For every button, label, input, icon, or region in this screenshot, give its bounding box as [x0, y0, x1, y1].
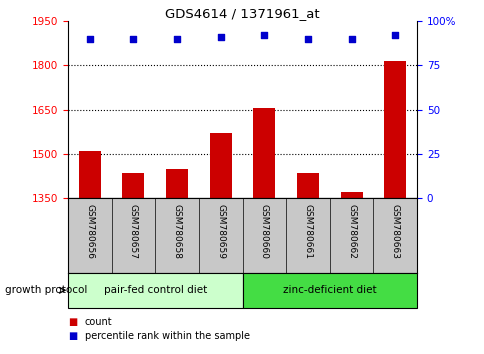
Point: [260, 33, 268, 38]
Text: ■: ■: [68, 331, 77, 341]
Text: GSM780660: GSM780660: [259, 204, 268, 259]
Title: GDS4614 / 1371961_at: GDS4614 / 1371961_at: [165, 7, 319, 20]
Text: zinc-deficient diet: zinc-deficient diet: [282, 285, 376, 295]
Point: [129, 36, 137, 42]
Point: [216, 34, 224, 40]
Text: GSM780658: GSM780658: [172, 204, 181, 259]
Text: GSM780659: GSM780659: [216, 204, 225, 259]
Bar: [166, 169, 188, 198]
Bar: [340, 192, 362, 198]
Text: GSM780657: GSM780657: [129, 204, 137, 259]
Bar: [253, 108, 275, 198]
Point: [303, 36, 311, 42]
Point: [86, 36, 93, 42]
Bar: [78, 151, 101, 198]
Text: GSM780661: GSM780661: [303, 204, 312, 259]
Text: percentile rank within the sample: percentile rank within the sample: [85, 331, 249, 341]
Text: growth protocol: growth protocol: [5, 285, 87, 295]
Text: GSM780662: GSM780662: [347, 204, 355, 259]
Text: count: count: [85, 317, 112, 327]
Point: [173, 36, 181, 42]
Bar: [68, 273, 242, 308]
Text: pair-fed control diet: pair-fed control diet: [104, 285, 206, 295]
Bar: [242, 273, 416, 308]
Bar: [122, 173, 144, 198]
Text: GSM780656: GSM780656: [85, 204, 94, 259]
Text: ■: ■: [68, 317, 77, 327]
Bar: [209, 133, 231, 198]
Text: GSM780663: GSM780663: [390, 204, 399, 259]
Bar: [296, 173, 318, 198]
Point: [391, 33, 398, 38]
Point: [347, 36, 355, 42]
Bar: [383, 61, 405, 198]
